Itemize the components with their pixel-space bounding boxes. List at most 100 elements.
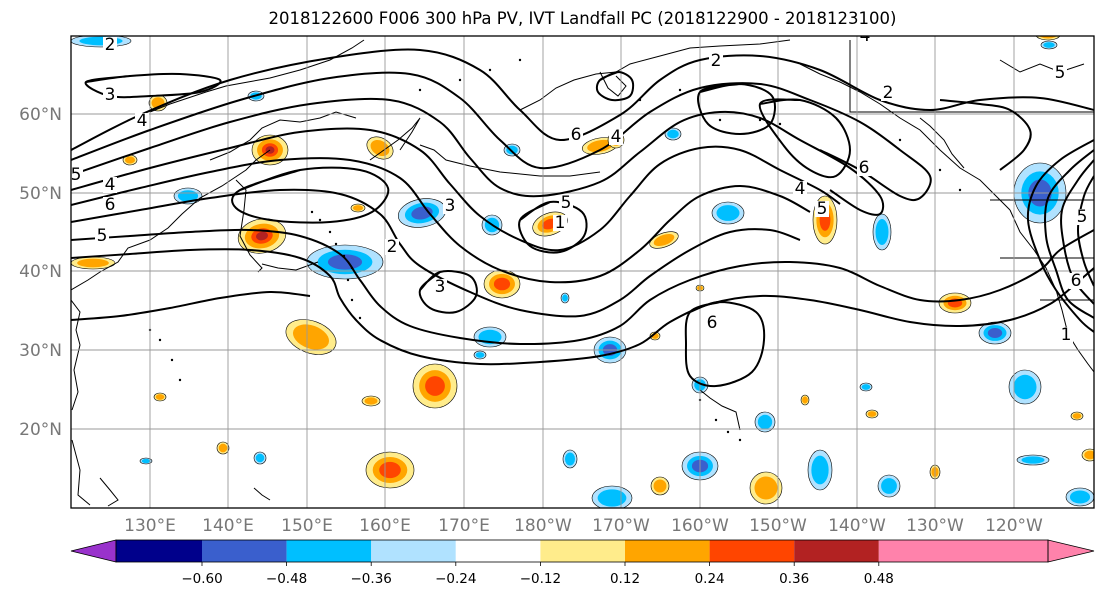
contour-label-bg xyxy=(815,201,829,217)
island xyxy=(358,316,362,320)
contour-label: 3 xyxy=(445,196,456,216)
pv-contour xyxy=(71,71,932,202)
anomaly-blob xyxy=(306,244,384,280)
island xyxy=(346,278,350,282)
anomaly-blob-level xyxy=(754,476,778,500)
anomaly-blob xyxy=(1035,36,1061,41)
anomaly-blob xyxy=(754,411,776,433)
coastline xyxy=(71,439,91,506)
contour-label-bg xyxy=(385,239,399,255)
pv-contour xyxy=(595,70,635,102)
contour-label-bg xyxy=(569,127,583,143)
anomaly-blob xyxy=(711,201,745,225)
contour-label-bg xyxy=(103,37,117,53)
colorbar-tick-label: 0.36 xyxy=(779,571,809,587)
anomaly-blob-level xyxy=(597,489,627,507)
anomaly-blob xyxy=(71,256,116,270)
contour-label-bg xyxy=(1069,273,1083,289)
colorbar-tick-label: 0.24 xyxy=(695,571,725,587)
colorbar-extend-min xyxy=(70,539,117,563)
pv-contour xyxy=(71,48,1094,151)
anomaly-blob-level xyxy=(1072,413,1082,419)
island xyxy=(418,88,422,92)
pv-contours xyxy=(71,48,1094,388)
pv-contour xyxy=(518,200,588,254)
colorbar-segment xyxy=(371,540,456,562)
anomaly-blob xyxy=(560,292,570,304)
anomaly-blob-level xyxy=(218,443,228,453)
pv-contour xyxy=(84,72,222,99)
anomaly-blob-level xyxy=(587,139,613,153)
colorbar-extend-max xyxy=(1047,539,1095,563)
anomaly-blob xyxy=(872,213,892,251)
contour-label-bg xyxy=(705,315,719,331)
anomaly-blob xyxy=(365,451,415,489)
contour-label: 6 xyxy=(1071,271,1082,291)
coastline xyxy=(71,149,271,291)
pv-contour xyxy=(71,290,311,321)
island xyxy=(458,78,462,82)
contour-label-bg xyxy=(103,177,117,193)
anomaly-blob xyxy=(412,363,458,409)
anomaly-blob-level xyxy=(1021,456,1045,464)
anomaly-blob-level xyxy=(379,461,401,479)
pv-contour xyxy=(697,82,776,136)
lon-tick-label: 170°W xyxy=(592,516,650,536)
anomaly-blob-level xyxy=(255,453,265,463)
lon-tick-label: 160°E xyxy=(359,516,411,536)
anomaly-blob xyxy=(71,36,132,48)
contour-label-bg xyxy=(609,129,623,145)
anomaly-blob-level xyxy=(256,231,268,241)
anomaly-blob xyxy=(978,321,1012,345)
anomaly-blob xyxy=(473,350,487,360)
anomaly-blob xyxy=(650,476,670,496)
longitude-tick-labels: 130°E 140°E 150°E 160°E 170°E 180°W 170°W 160°W… xyxy=(124,516,1043,536)
anomaly-blob-level xyxy=(987,328,1003,338)
contour-label: 5 xyxy=(97,226,108,246)
anomaly-blob xyxy=(139,457,153,465)
lat-tick-label: 20°N xyxy=(19,420,62,440)
contour-label: 2 xyxy=(105,35,116,55)
lat-tick-label: 60°N xyxy=(19,105,62,125)
anomaly-blob-level xyxy=(861,384,871,390)
pv-contour xyxy=(231,166,390,224)
anomaly-blob-level xyxy=(653,233,675,247)
anomaly-blob-level xyxy=(1039,36,1057,39)
anomaly-blob-level xyxy=(124,156,136,164)
anomaly-blob-level xyxy=(1069,490,1091,504)
contour-label-bg xyxy=(103,197,117,213)
contour-label: 4 xyxy=(611,127,622,147)
coastline xyxy=(519,39,791,111)
contour-label: 5 xyxy=(1055,63,1066,83)
island xyxy=(678,88,682,92)
anomaly-blob-level xyxy=(327,254,363,270)
anomaly-blob-level xyxy=(292,324,330,350)
anomaly-blob xyxy=(649,231,679,249)
anomaly-blob-level xyxy=(811,455,829,485)
lat-tick-label: 50°N xyxy=(19,184,62,204)
coastline xyxy=(999,59,1085,73)
anomaly-blob-level xyxy=(716,205,740,221)
contour-label-bg xyxy=(443,198,457,214)
anomaly-blob-level xyxy=(802,396,808,404)
island xyxy=(328,230,332,234)
contour-label-bg xyxy=(103,87,117,103)
anomaly-blob xyxy=(483,269,521,299)
coastline xyxy=(919,117,965,169)
map-background xyxy=(71,36,1094,508)
contour-label: 6 xyxy=(105,195,116,215)
anomaly-blob-level xyxy=(667,129,679,139)
anomaly-blob xyxy=(285,319,337,355)
anomaly-blob xyxy=(153,392,167,402)
latitude-tick-labels: 60°N 50°N 40°N 30°N 20°N xyxy=(19,105,62,440)
lon-tick-label: 150°W xyxy=(749,516,807,536)
island xyxy=(718,118,722,122)
anomaly-blob xyxy=(859,382,873,392)
contour-label: 6 xyxy=(859,158,870,178)
anomaly-blob-level xyxy=(364,397,378,405)
anomaly-blob xyxy=(361,395,381,407)
island xyxy=(898,138,902,142)
pv-contour xyxy=(758,98,852,179)
